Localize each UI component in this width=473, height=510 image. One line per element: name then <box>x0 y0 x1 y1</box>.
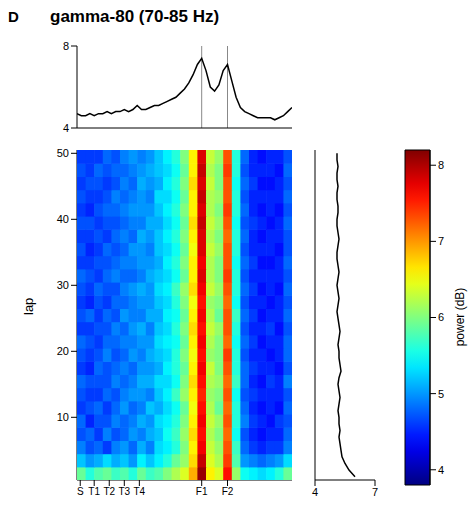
svg-text:50: 50 <box>57 147 69 159</box>
svg-text:10: 10 <box>57 411 69 423</box>
svg-text:7: 7 <box>438 235 444 247</box>
svg-text:F1: F1 <box>196 486 208 497</box>
svg-text:lap: lap <box>21 298 36 315</box>
svg-text:F2: F2 <box>222 486 234 497</box>
svg-text:8: 8 <box>438 159 444 171</box>
svg-text:T1: T1 <box>88 486 100 497</box>
svg-text:power (dB): power (dB) <box>453 288 467 347</box>
svg-text:4: 4 <box>438 464 444 476</box>
svg-text:30: 30 <box>57 279 69 291</box>
html-text:D: D <box>8 8 19 25</box>
svg-text:5: 5 <box>438 388 444 400</box>
svg-text:T4: T4 <box>134 486 146 497</box>
svg-text:8: 8 <box>63 40 69 52</box>
svg-text:4: 4 <box>312 486 318 498</box>
svg-text:40: 40 <box>57 213 69 225</box>
svg-text:T2: T2 <box>103 486 115 497</box>
svg-text:7: 7 <box>372 486 378 498</box>
svg-text:S: S <box>77 486 84 497</box>
html-text:gamma-80 (70-85 Hz): gamma-80 (70-85 Hz) <box>50 7 220 26</box>
svg-text:T3: T3 <box>118 486 130 497</box>
svg-text:6: 6 <box>438 311 444 323</box>
svg-text:20: 20 <box>57 345 69 357</box>
svg-text:4: 4 <box>63 122 69 134</box>
